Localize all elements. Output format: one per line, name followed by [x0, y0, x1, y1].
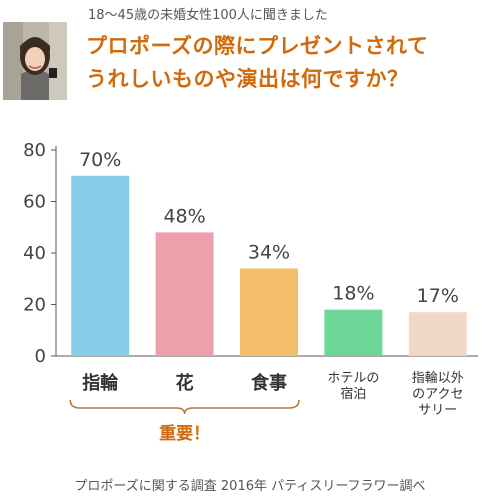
bar: [240, 268, 298, 356]
survey-note: 18〜45歳の未婚女性100人に聞きました: [88, 8, 328, 23]
y-tick-label: 40: [23, 243, 46, 264]
y-tick-label: 80: [23, 140, 46, 161]
y-tick-label: 60: [23, 192, 46, 213]
question-line-2: うれしいものや演出は何ですか？: [86, 67, 409, 91]
data-label: 17%: [417, 285, 459, 307]
y-tick-label: 20: [23, 295, 46, 316]
bracket-label: 重要！: [159, 423, 210, 444]
question-title: プロポーズの際にプレゼントされて うれしいものや演出は何ですか？: [86, 30, 498, 96]
category-label: のアクセ: [412, 387, 463, 402]
bar: [408, 312, 467, 356]
category-label: 宿泊: [340, 386, 366, 402]
data-label: 48%: [163, 205, 205, 227]
bar: [155, 232, 214, 356]
category-label: 花: [176, 372, 194, 394]
source-footer: プロポーズに関する調査 2016年 パティスリーフラワー調べ: [74, 479, 426, 494]
data-label: 70%: [79, 149, 121, 171]
category-label: サリー: [418, 403, 457, 418]
y-tick-label: 0: [35, 346, 46, 367]
question-line-1: プロポーズの際にプレゼントされて: [86, 34, 429, 58]
bar: [71, 175, 130, 356]
category-label: 指輪: [82, 372, 119, 394]
bracket: [69, 399, 300, 415]
data-label: 18%: [332, 283, 374, 305]
bar: [324, 309, 383, 356]
data-label: 34%: [248, 241, 290, 263]
category-label: 食事: [250, 372, 287, 394]
category-label: 指輪以外: [412, 370, 464, 386]
woman-portrait-photo: [3, 22, 67, 100]
category-label: ホテルの: [327, 371, 379, 386]
